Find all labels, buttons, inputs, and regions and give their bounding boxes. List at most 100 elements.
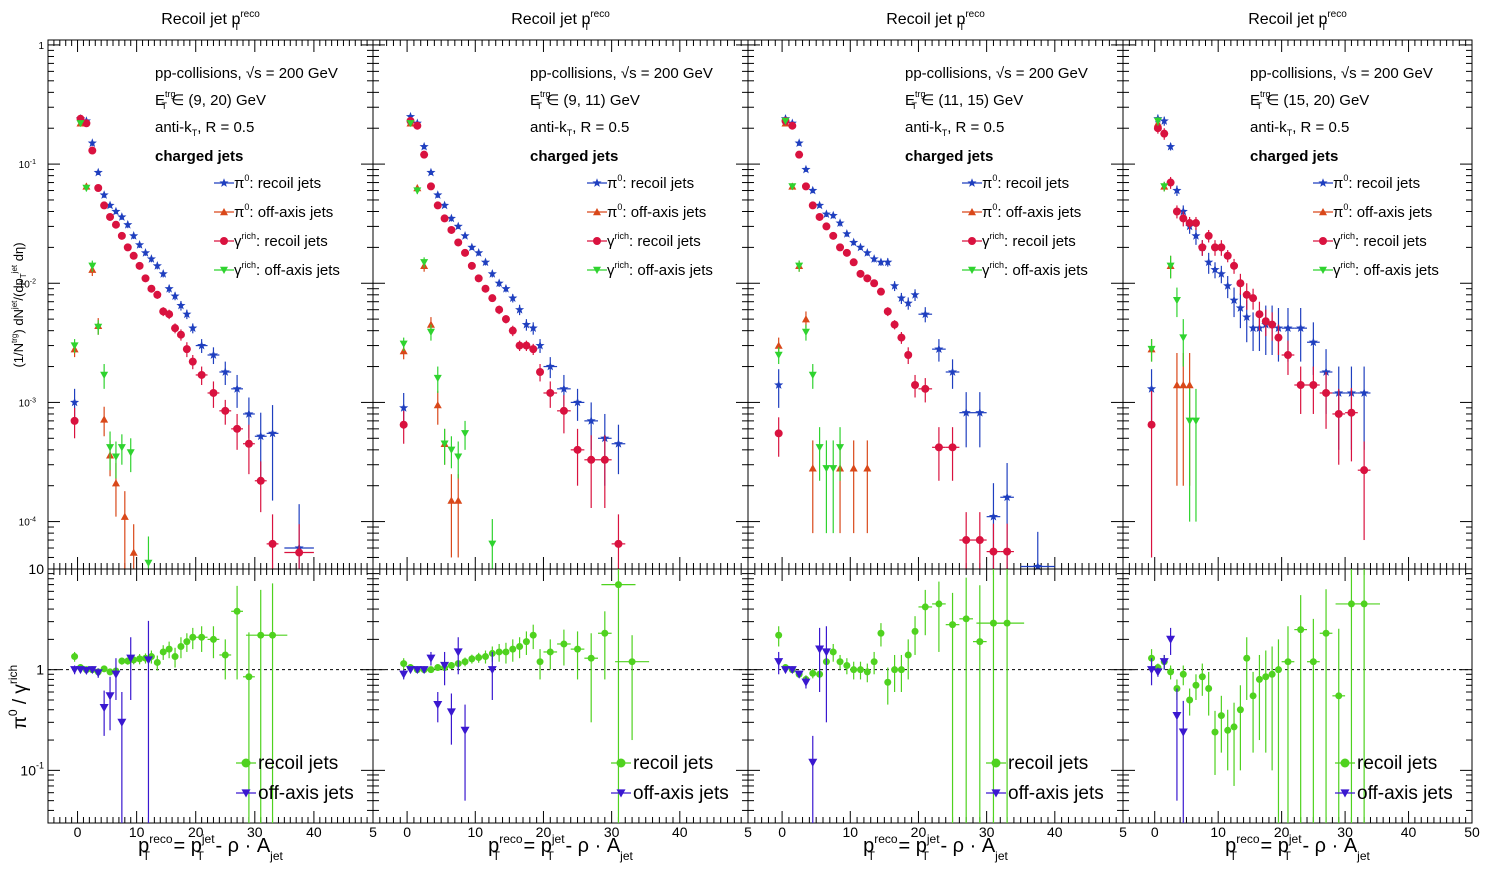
legend-marker xyxy=(592,178,602,187)
data-point xyxy=(1191,219,1200,228)
legend-label: γrich: off-axis jets xyxy=(234,260,340,279)
legend-marker xyxy=(991,789,1001,798)
data-point xyxy=(182,345,191,354)
data-point xyxy=(487,269,497,278)
data-point xyxy=(99,704,109,713)
legend-marker xyxy=(593,208,601,216)
data-point xyxy=(495,648,503,656)
data-point xyxy=(536,367,545,376)
data-point xyxy=(1172,711,1182,721)
data-point xyxy=(863,668,871,676)
data-point xyxy=(158,269,168,278)
data-point xyxy=(1179,670,1187,678)
data-point xyxy=(440,440,449,448)
x-axis-label: preco T = pjet T - ρ · Ajet xyxy=(1225,832,1370,863)
series-4 xyxy=(1147,116,1200,522)
legend-marker xyxy=(616,789,626,798)
y-tick-label: 10-4 xyxy=(19,517,36,529)
data-point xyxy=(419,141,429,151)
data-point xyxy=(587,654,595,662)
data-point xyxy=(468,655,476,663)
data-point xyxy=(176,300,186,310)
data-point xyxy=(1146,384,1157,393)
data-point xyxy=(934,344,944,354)
y-tick-label: 10-3 xyxy=(19,397,36,409)
data-point xyxy=(829,465,838,473)
data-point xyxy=(176,330,185,339)
bottom-x-ticks: 0 10 20 30 40 50 xyxy=(1122,569,1480,840)
x-tick-label: 10 xyxy=(467,824,483,840)
data-point xyxy=(1153,117,1162,125)
data-point xyxy=(1297,626,1305,634)
info-line-4: charged jets xyxy=(1250,148,1338,165)
top-y-ticks: 1 10-1 10-2 10-3 10-4 xyxy=(19,41,373,570)
data-point xyxy=(70,397,80,407)
data-point xyxy=(1255,675,1263,683)
data-point xyxy=(135,240,145,249)
data-point xyxy=(171,653,179,661)
legend-bottom: recoil jets off-axis jets xyxy=(1335,753,1453,804)
data-point xyxy=(81,666,91,676)
data-point xyxy=(100,665,108,673)
data-point xyxy=(614,539,623,548)
data-point xyxy=(209,635,217,643)
data-point xyxy=(1211,243,1220,252)
data-point xyxy=(774,429,783,438)
data-point xyxy=(106,212,115,221)
data-point xyxy=(1268,320,1277,329)
data-point xyxy=(775,631,783,639)
data-point xyxy=(256,476,265,485)
legend-marker xyxy=(219,178,229,187)
data-point xyxy=(433,700,443,710)
data-point xyxy=(487,666,497,675)
ratio-series-2 xyxy=(399,637,497,801)
data-point xyxy=(1147,345,1156,354)
data-point xyxy=(1243,654,1251,662)
legend-bottom: recoil jets off-axis jets xyxy=(236,753,354,804)
panel-1: 110-110-210-310-4pp-collisions, √s = 200… xyxy=(19,9,377,863)
data-point xyxy=(105,692,115,701)
panel-title: Recoil jet preco T xyxy=(886,9,985,33)
data-point xyxy=(146,254,156,263)
data-point xyxy=(475,654,483,662)
legend-marker xyxy=(1340,789,1350,798)
data-point xyxy=(426,328,435,336)
data-point xyxy=(170,291,180,300)
data-point xyxy=(521,319,531,329)
info-box: pp-collisions, √s = 200 GeV Etrg T ∈ (9, 2… xyxy=(155,65,338,165)
data-point xyxy=(502,648,510,656)
data-point xyxy=(1186,696,1194,704)
data-point xyxy=(135,261,144,270)
legend-label: π0: recoil jets xyxy=(1333,173,1420,192)
data-point xyxy=(515,304,525,314)
data-point xyxy=(949,621,957,629)
x-tick-label: 40 xyxy=(306,824,322,840)
data-point xyxy=(144,559,153,567)
legend-marker xyxy=(593,237,601,245)
x-tick-label: 20 xyxy=(911,824,927,840)
data-point xyxy=(961,407,971,417)
data-point xyxy=(117,212,127,221)
data-point xyxy=(105,200,115,210)
series-3 xyxy=(70,114,314,569)
data-point xyxy=(76,120,85,128)
data-point xyxy=(628,658,636,666)
legend-label: γrich: recoil jets xyxy=(234,231,328,250)
data-point xyxy=(1172,207,1181,216)
legend-label: π0: off-axis jets xyxy=(234,202,333,221)
data-point xyxy=(988,511,999,521)
info-line-3: anti-kT, R = 0.5 xyxy=(155,119,254,138)
data-point xyxy=(822,465,831,473)
data-point xyxy=(71,653,79,661)
data-point xyxy=(911,381,920,390)
data-point xyxy=(140,248,151,257)
data-point xyxy=(447,225,456,234)
data-point xyxy=(447,446,456,454)
legend-label: π0: off-axis jets xyxy=(982,202,1081,221)
series-1 xyxy=(399,111,626,486)
data-point xyxy=(488,294,497,303)
series-2 xyxy=(1147,118,1194,486)
data-point xyxy=(221,406,230,415)
panels: 110-110-210-310-4pp-collisions, √s = 200… xyxy=(19,9,1480,863)
legend-label: γrich: recoil jets xyxy=(607,231,701,250)
